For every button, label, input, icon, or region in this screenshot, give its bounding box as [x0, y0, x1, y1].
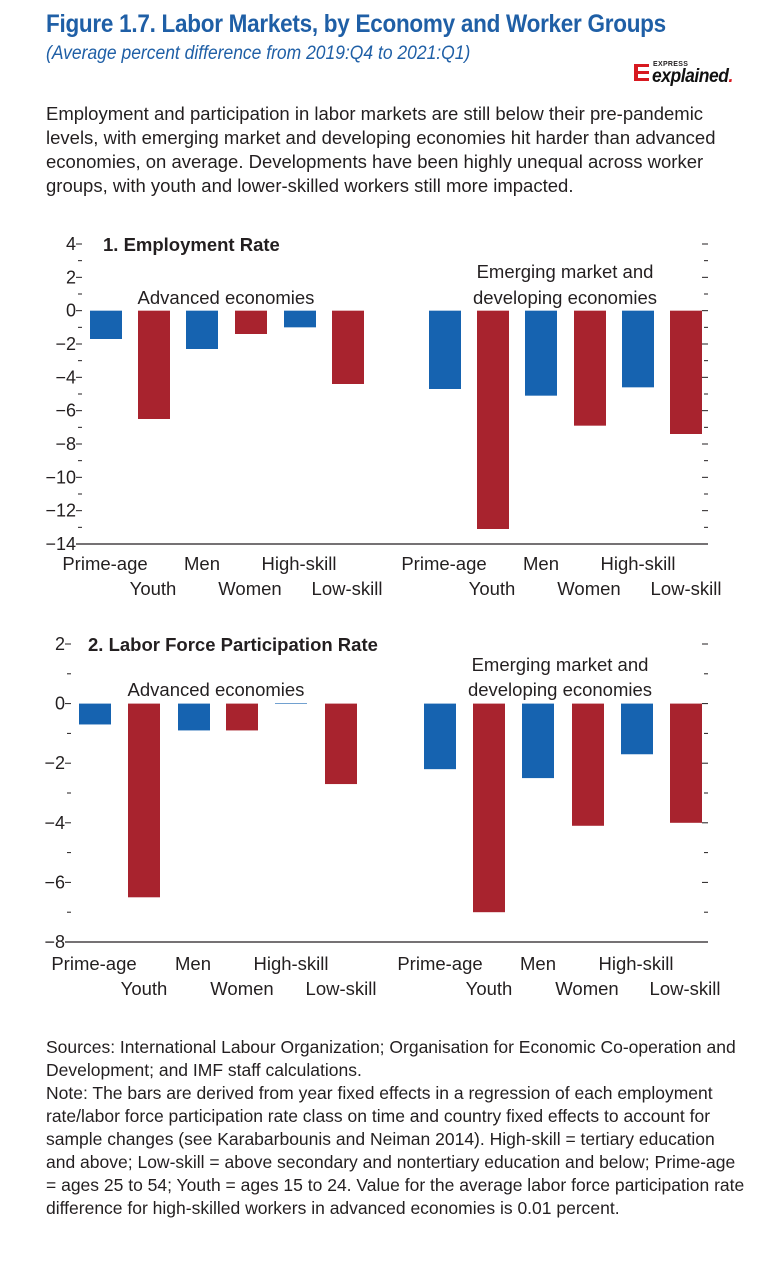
category-label: Low-skill	[650, 978, 721, 999]
logo-mark-icon	[634, 64, 649, 81]
group-label: Advanced economies	[138, 287, 315, 308]
category-label: Low-skill	[651, 578, 722, 599]
category-label: Women	[557, 578, 620, 599]
category-label: Men	[184, 553, 220, 574]
bar-low-skill	[332, 310, 364, 384]
y-tick-label: −8	[44, 932, 65, 952]
y-tick-label: −4	[55, 367, 76, 387]
bar-men	[522, 703, 554, 779]
note-text: Note: The bars are derived from year fix…	[46, 1083, 745, 1218]
bar-women	[235, 310, 267, 334]
bar-high-skill	[622, 310, 654, 388]
bar-youth	[128, 703, 160, 898]
notes-block: Sources: International Labour Organizati…	[46, 1036, 746, 1220]
category-label: Low-skill	[312, 578, 383, 599]
category-label: Low-skill	[306, 978, 377, 999]
y-tick-label: −6	[44, 872, 65, 892]
y-tick-label: 4	[66, 234, 76, 254]
category-label: Prime-age	[62, 553, 147, 574]
employment-rate-chart: 4 2 0 −2 −4 −6 −8 −10 −12 −14 1. Employment Rate Ad…	[45, 234, 722, 599]
bar-prime-age	[429, 310, 461, 389]
panel-title: 2. Labor Force Participation Rate	[88, 634, 378, 655]
y-tick-label: 2	[55, 634, 65, 654]
y-tick-label: −4	[44, 813, 65, 833]
y-tick-label: 0	[66, 301, 76, 321]
bar-women	[572, 703, 604, 826]
figure-title: Figure 1.7. Labor Markets, by Economy an…	[46, 10, 666, 38]
category-label: High-skill	[600, 553, 675, 574]
group-label: Emerging market and	[472, 654, 649, 675]
group-label: Advanced economies	[128, 679, 305, 700]
category-label: Men	[523, 553, 559, 574]
y-tick-label: −10	[45, 467, 76, 487]
category-label: Youth	[466, 978, 513, 999]
sources-text: Sources: International Labour Organizati…	[46, 1037, 736, 1080]
category-label: Women	[218, 578, 281, 599]
express-explained-logo: EXPRESS explained.	[634, 60, 752, 88]
y-tick-label: −6	[55, 401, 76, 421]
y-tick-label: 0	[55, 694, 65, 714]
category-label: Youth	[130, 578, 177, 599]
group-label: developing economies	[468, 679, 652, 700]
labor-force-participation-chart: 2 0 −2 −4 −6 −8 2. Labor Force Participation R…	[44, 634, 721, 999]
intro-text: Employment and participation in labor ma…	[46, 103, 716, 196]
group-label: developing economies	[473, 287, 657, 308]
bar-low-skill	[670, 703, 702, 823]
bar-prime-age	[90, 310, 122, 339]
bar-men	[525, 310, 557, 396]
y-tick-label: 2	[66, 267, 76, 287]
bar-youth	[473, 703, 505, 913]
category-label: Prime-age	[401, 553, 486, 574]
category-label: Women	[555, 978, 618, 999]
bar-prime-age	[424, 703, 456, 770]
category-label: Women	[210, 978, 273, 999]
category-label: Men	[520, 953, 556, 974]
logo-main-text: explained	[652, 66, 729, 87]
category-label: Youth	[121, 978, 168, 999]
category-label: Prime-age	[397, 953, 482, 974]
category-label: High-skill	[598, 953, 673, 974]
category-label: Men	[175, 953, 211, 974]
bar-high-skill	[621, 703, 653, 755]
category-label: Youth	[469, 578, 516, 599]
figure-subtitle: (Average percent difference from 2019:Q4…	[46, 43, 471, 64]
logo-small-text: EXPRESS	[653, 61, 689, 68]
y-tick-label: −2	[44, 753, 65, 773]
bar-youth	[477, 310, 509, 529]
bar-low-skill	[670, 310, 702, 434]
bar-prime-age	[79, 703, 111, 725]
y-tick-label: −8	[55, 434, 76, 454]
logo-dot: .	[728, 66, 734, 87]
bar-men	[186, 310, 218, 349]
bar-women	[574, 310, 606, 426]
y-tick-label: −2	[55, 334, 76, 354]
bar-low-skill	[325, 703, 357, 785]
panel-title: 1. Employment Rate	[103, 234, 280, 255]
y-tick-label: −14	[45, 534, 76, 554]
category-label: High-skill	[253, 953, 328, 974]
bar-men	[178, 703, 210, 731]
bar-women	[226, 703, 258, 731]
bar-youth	[138, 310, 170, 419]
group-label: Emerging market and	[477, 261, 654, 282]
bar-high-skill	[284, 310, 316, 328]
category-label: High-skill	[261, 553, 336, 574]
bar-high-skill	[275, 703, 307, 704]
category-label: Prime-age	[51, 953, 136, 974]
y-tick-label: −12	[45, 501, 76, 521]
